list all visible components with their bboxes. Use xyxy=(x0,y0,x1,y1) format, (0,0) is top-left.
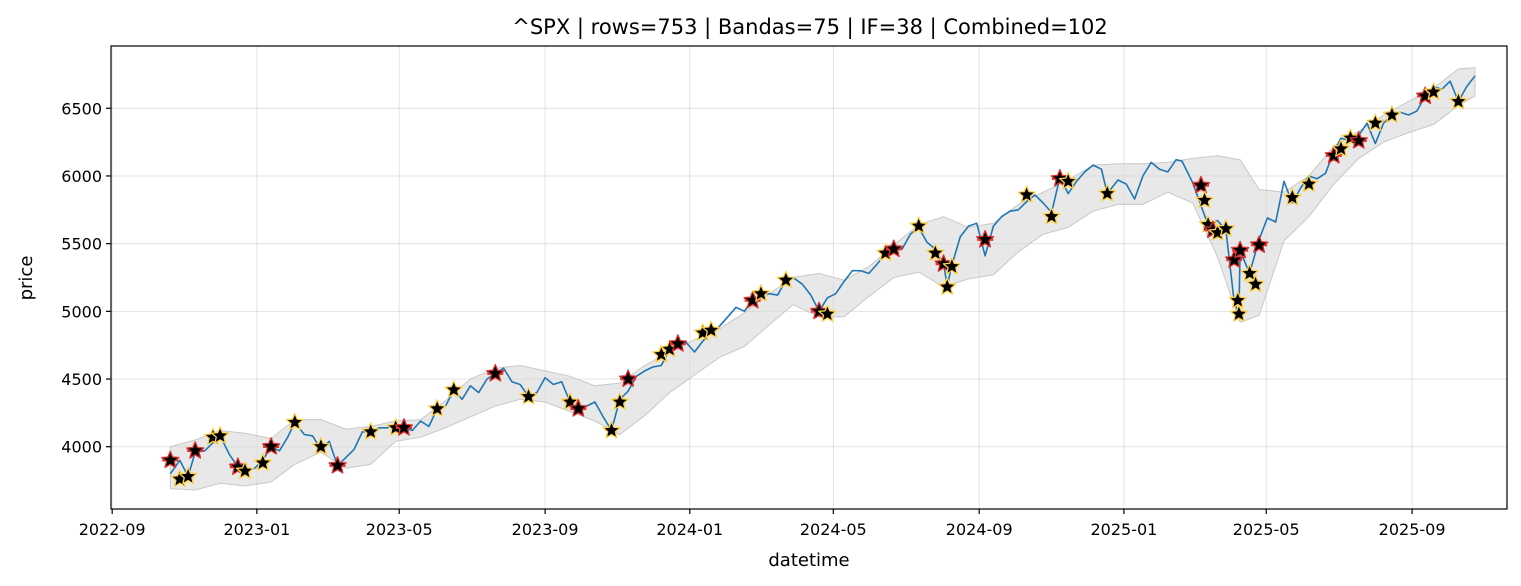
marker-star xyxy=(1249,235,1269,253)
marker-star xyxy=(394,418,414,436)
y-tick-label: 4000 xyxy=(61,438,102,457)
marker-star xyxy=(486,363,505,382)
marker-star xyxy=(1017,185,1036,203)
y-axis-label: price xyxy=(16,256,37,301)
marker-star xyxy=(1228,290,1247,309)
marker-star xyxy=(361,422,380,440)
marker-star xyxy=(1191,175,1211,194)
marker-star xyxy=(668,334,688,352)
marker-star xyxy=(444,380,463,398)
marker-star xyxy=(701,320,721,339)
marker-star xyxy=(519,386,538,405)
x-tick-label: 2023-01 xyxy=(223,520,290,539)
marker-star xyxy=(1098,183,1117,202)
x-tick-label: 2024-09 xyxy=(946,520,1013,539)
marker-star xyxy=(261,437,281,455)
marker-star xyxy=(1230,240,1250,259)
marker-star xyxy=(602,420,621,439)
marker-star xyxy=(1449,91,1468,110)
y-tick-label: 5500 xyxy=(61,235,102,254)
marker-star xyxy=(975,229,995,248)
x-tick-label: 2024-05 xyxy=(800,520,867,539)
y-axis: 4000 4500 5000 5500 6000 6500 xyxy=(61,99,111,457)
x-tick-label: 2023-05 xyxy=(366,520,433,539)
marker-star xyxy=(569,399,588,417)
x-tick-label: 2025-09 xyxy=(1379,520,1446,539)
y-tick-label: 5000 xyxy=(61,302,102,321)
x-tick-label: 2023-09 xyxy=(512,520,579,539)
chart-title: ^SPX | rows=753 | Bandas=75 | IF=38 | Co… xyxy=(512,15,1108,40)
marker-star xyxy=(328,456,347,474)
x-tick-label: 2025-05 xyxy=(1233,520,1300,539)
marker-star xyxy=(253,453,273,471)
y-tick-label: 4500 xyxy=(61,370,102,389)
marker-star xyxy=(1331,139,1351,157)
marker-star xyxy=(610,392,630,410)
marker-star xyxy=(884,239,904,258)
marker-star xyxy=(937,277,957,295)
x-tick-label: 2024-01 xyxy=(656,520,723,539)
x-tick-label: 2025-01 xyxy=(1090,520,1157,539)
marker-star xyxy=(751,284,771,302)
marker-star xyxy=(235,461,255,480)
marker-layer xyxy=(161,82,1468,488)
marker-star xyxy=(210,426,230,444)
x-axis-label: datetime xyxy=(768,550,849,571)
marker-star xyxy=(926,243,945,262)
marker-star xyxy=(776,270,796,289)
marker-star xyxy=(618,369,638,387)
marker-star xyxy=(427,399,447,417)
marker-star xyxy=(186,441,205,459)
marker-star xyxy=(178,466,198,485)
marker-star xyxy=(1349,131,1368,149)
plot-area xyxy=(111,46,1507,509)
marker-star xyxy=(1240,263,1259,282)
marker-star xyxy=(1195,190,1214,209)
marker-star xyxy=(909,216,928,234)
marker-star xyxy=(1424,82,1443,100)
marker-star xyxy=(1229,304,1249,322)
marker-star xyxy=(1366,113,1385,132)
marker-star xyxy=(1058,171,1078,190)
marker-star xyxy=(1224,250,1244,268)
confidence-band xyxy=(169,67,1476,491)
marker-star xyxy=(311,437,331,455)
y-tick-label: 6000 xyxy=(61,167,102,186)
marker-star xyxy=(1283,187,1302,206)
y-tick-label: 6500 xyxy=(61,99,102,118)
x-tick-label: 2022-09 xyxy=(79,520,146,539)
marker-star xyxy=(161,450,180,469)
marker-star xyxy=(818,304,837,322)
marker-star xyxy=(1246,274,1265,293)
plot-frame xyxy=(110,45,1508,510)
marker-star xyxy=(1299,174,1319,193)
marker-star xyxy=(1216,219,1236,237)
marker-star xyxy=(285,412,305,431)
band-layer xyxy=(169,67,1476,491)
marker-star xyxy=(1042,206,1061,225)
x-axis: 2022-09 2023-01 2023-05 2023-09 2024-01 2024-… xyxy=(79,509,1446,539)
marker-star xyxy=(942,257,962,275)
marker-star xyxy=(1382,105,1402,123)
